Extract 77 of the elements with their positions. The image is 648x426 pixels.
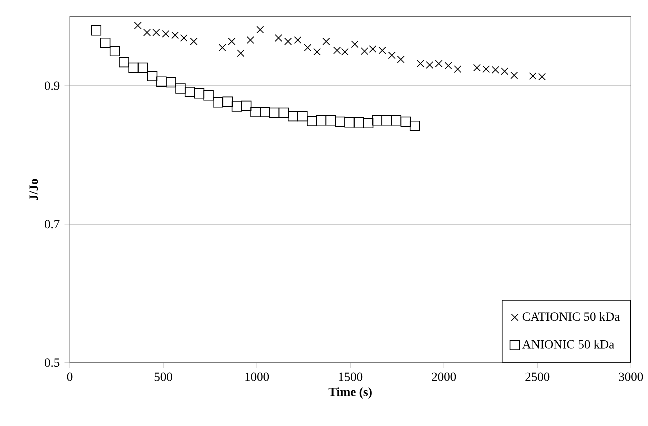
- point: [194, 88, 205, 99]
- point: [351, 40, 359, 48]
- point: [307, 116, 318, 126]
- point: [204, 90, 214, 101]
- x-tick-label: 500: [154, 372, 172, 382]
- point: [162, 30, 170, 38]
- point: [298, 111, 308, 122]
- point: [388, 52, 396, 60]
- point: [444, 62, 452, 70]
- point: [510, 72, 518, 80]
- point: [378, 46, 386, 54]
- point: [304, 44, 312, 52]
- point: [128, 62, 139, 74]
- y-tick-label: 0.9: [44, 82, 60, 90]
- point: [278, 108, 290, 118]
- point: [354, 118, 364, 128]
- point: [400, 116, 412, 128]
- point: [172, 32, 180, 40]
- point: [213, 97, 224, 108]
- point: [256, 26, 264, 34]
- point: [391, 115, 402, 126]
- legend-label: ANIONIC 50 kDa: [522, 340, 614, 349]
- point: [435, 60, 443, 68]
- point: [100, 38, 111, 48]
- point: [184, 87, 196, 98]
- point: [294, 36, 302, 44]
- point: [190, 38, 198, 46]
- y-tick-label: 0.5: [44, 358, 60, 368]
- point: [91, 25, 102, 36]
- point: [166, 77, 176, 88]
- point: [344, 118, 355, 128]
- point: [284, 38, 292, 46]
- point: [326, 115, 336, 126]
- point: [397, 56, 405, 64]
- point: [335, 116, 346, 128]
- point: [246, 36, 254, 44]
- point: [156, 76, 167, 87]
- y-axis-title: J/Jo: [30, 179, 38, 200]
- point: [288, 111, 298, 122]
- x-tick-label: 1000: [246, 372, 270, 382]
- y-tick-label: 0.7: [44, 220, 60, 229]
- point: [314, 48, 322, 56]
- point: [176, 84, 186, 94]
- point: [134, 22, 142, 30]
- point: [180, 34, 188, 42]
- point: [316, 115, 327, 126]
- point: [110, 46, 120, 57]
- point: [410, 121, 420, 132]
- point: [454, 66, 462, 74]
- point: [426, 61, 434, 69]
- x-tick-label: 3000: [619, 372, 644, 382]
- point: [363, 118, 374, 129]
- x-tick-label: 0: [67, 372, 73, 382]
- point: [382, 115, 392, 126]
- point: [138, 62, 148, 74]
- x-tick-label: 1500: [339, 372, 363, 382]
- x-tick-label: 2000: [432, 372, 456, 382]
- legend-label: CATIONIC 50 kDa: [522, 312, 620, 322]
- point: [237, 50, 245, 58]
- point: [232, 102, 242, 112]
- point: [260, 107, 270, 118]
- point: [275, 34, 282, 42]
- point: [372, 115, 382, 126]
- point: [222, 96, 234, 108]
- point: [473, 64, 481, 72]
- point: [228, 38, 236, 46]
- point: [119, 57, 130, 68]
- point: [269, 108, 280, 118]
- point: [322, 38, 330, 46]
- x-tick-label: 2500: [526, 372, 550, 382]
- point: [218, 44, 226, 52]
- x-axis-title: Time (s): [328, 388, 372, 399]
- point: [250, 107, 261, 118]
- point: [501, 68, 509, 76]
- point: [147, 71, 158, 82]
- point: [241, 100, 252, 112]
- point: [416, 60, 424, 68]
